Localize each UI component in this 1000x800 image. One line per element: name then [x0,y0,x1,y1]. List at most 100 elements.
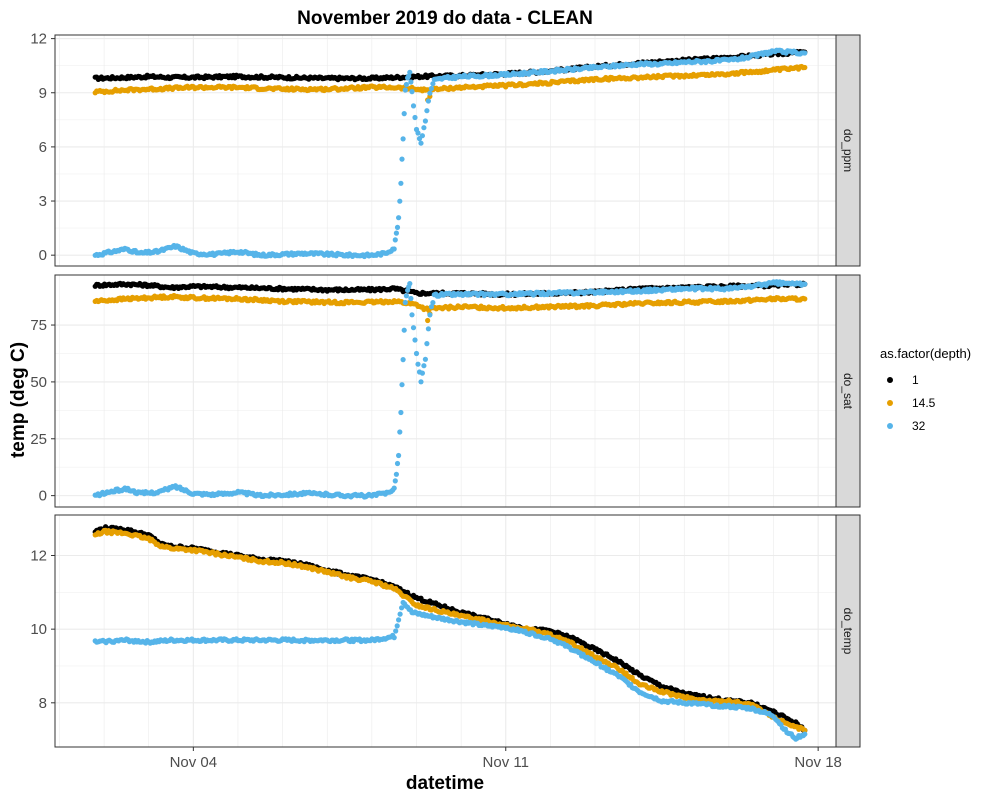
data-point [425,98,431,104]
data-point [397,429,403,435]
data-point [401,327,407,333]
x-tick-label: Nov 11 [483,754,529,771]
data-point [399,382,405,388]
data-point [393,230,399,236]
y-tick-label: 8 [39,695,47,712]
data-point [397,611,403,617]
data-point [425,326,431,332]
data-point [400,357,406,363]
facet-strip-label: do_sat [841,373,855,410]
x-axis-title: datetime [406,773,484,794]
y-tick-label: 9 [39,85,47,102]
legend-key-depth-14-5 [887,400,893,406]
data-point [400,136,406,142]
legend-title: as.factor(depth) [880,346,971,361]
data-point [802,731,808,737]
data-point [391,635,397,641]
chart-title: November 2019 do data - CLEAN [297,8,593,29]
y-axis-title: temp (deg C) [8,342,29,458]
data-point [425,317,431,324]
data-point [802,50,808,56]
y-tick-label: 6 [39,139,47,156]
data-point [401,111,407,117]
data-point [802,64,808,71]
facet-strip [835,34,861,267]
y-tick-label: 25 [30,431,47,448]
data-point [428,304,434,310]
facet-strip-label: do_temp [841,608,855,655]
panel-do_temp: do_temp 8 10 12 [30,514,861,748]
data-point [408,79,414,85]
data-point [428,85,434,92]
data-point [394,224,401,230]
x-axis: Nov 04 Nov 11 Nov 18 [170,747,842,771]
data-point [410,325,417,331]
data-point [412,114,418,121]
data-point [421,363,427,369]
data-point [398,409,404,416]
data-point [409,89,415,95]
data-point [419,370,425,376]
panel-do_sat: do_sat 0 25 50 75 [30,274,861,508]
data-point [403,81,409,88]
data-point [427,312,433,318]
series-depth-14-5 [92,292,808,324]
data-point [403,293,409,299]
legend-label-depth-1: 1 [912,373,919,387]
data-point [402,299,408,306]
y-tick-label: 0 [39,247,47,264]
data-point [427,90,433,96]
facet-strip [835,274,861,508]
data-point [397,198,403,204]
data-point [418,379,424,385]
panel-border [54,274,837,508]
data-point [394,623,400,629]
data-point [408,295,414,302]
data-point [393,471,399,477]
panel-border [54,34,837,267]
facet-strip-label: do_ppm [841,129,855,172]
series-depth-32 [92,279,808,500]
legend-label-depth-14-5: 14.5 [912,396,936,410]
data-point [802,281,808,287]
data-point [407,69,413,75]
x-tick-label: Nov 04 [170,754,218,771]
data-point [399,156,405,162]
data-point [415,361,421,367]
y-tick-label: 12 [30,31,47,48]
data-point [407,281,413,287]
data-point [394,460,401,467]
facet-panels: do_ppm 0 3 6 9 12 do_sat 0 25 50 75 do_temp 8 10 12 [30,31,861,748]
legend-label-depth-32: 32 [912,419,926,433]
data-point [430,81,436,87]
data-point [393,628,399,634]
y-tick-label: 50 [30,374,47,391]
data-point [422,356,428,362]
data-point [424,108,430,114]
data-point [430,300,436,306]
data-point [412,337,418,343]
data-point [392,478,398,484]
data-point [396,452,402,459]
series-depth-14-5 [92,63,808,103]
data-point [391,485,397,491]
data-point [410,103,417,109]
x-tick-label: Nov 18 [794,754,842,771]
data-point [802,296,808,302]
data-point [421,125,427,131]
data-point [396,215,402,221]
data-point [409,312,415,318]
legend: as.factor(depth) 1 14.5 32 [880,346,971,433]
data-point [422,118,428,124]
data-point [391,246,397,252]
y-tick-label: 0 [39,488,47,505]
data-point [418,140,424,146]
data-point [396,617,402,623]
panel-do_ppm: do_ppm 0 3 6 9 12 [30,31,861,267]
data-point [419,133,425,139]
y-tick-label: 75 [30,317,47,334]
y-tick-label: 10 [30,621,47,638]
data-point [424,341,430,347]
series-depth-32 [92,599,808,742]
